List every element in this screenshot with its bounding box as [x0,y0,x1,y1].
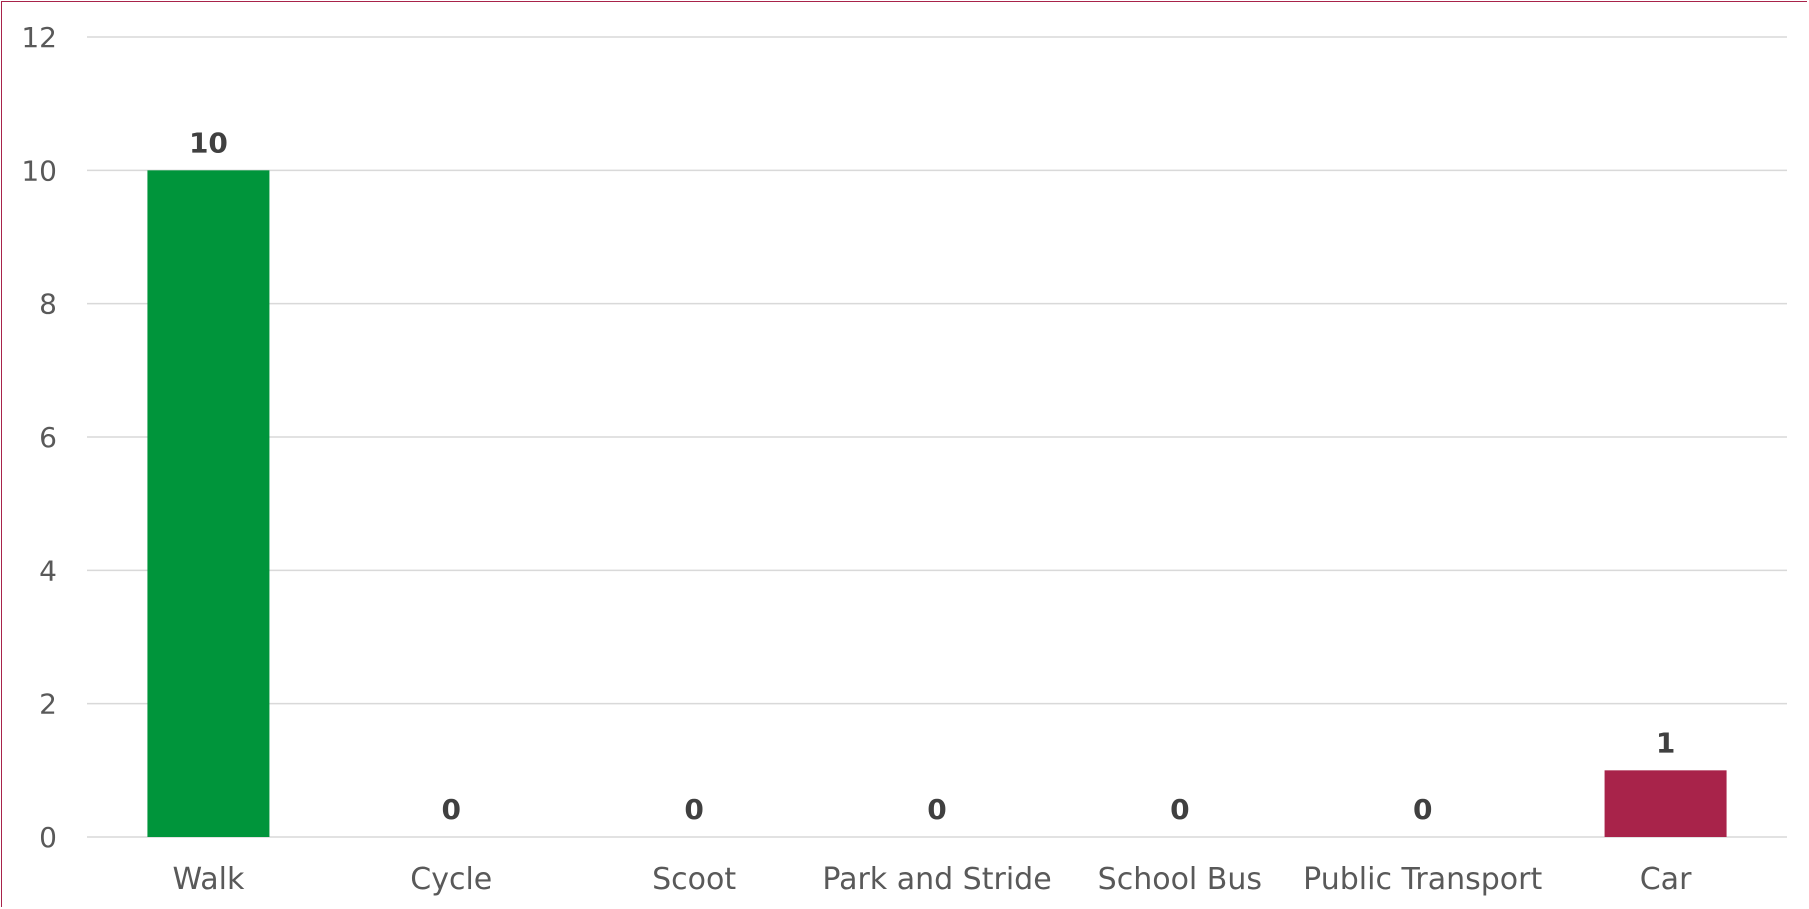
category-label: Walk [173,862,245,897]
category-label: Park and Stride [822,862,1051,897]
category-label: Cycle [410,862,492,897]
data-label: 1 [1656,726,1675,759]
data-label: 0 [684,793,703,826]
category-label: School Bus [1098,862,1262,897]
y-tick-label: 8 [39,288,57,321]
gridlines [87,36,1787,838]
y-tick-label: 4 [39,554,57,587]
y-axis-ticks: 0 2 4 6 8 10 12 [21,21,57,854]
data-labels: 10 0 0 0 0 0 1 [189,126,1675,826]
category-label: Public Transport [1303,862,1542,897]
y-tick-label: 0 [39,821,57,854]
bars [147,170,1727,838]
y-tick-label: 12 [21,21,57,54]
y-tick-label: 6 [39,421,57,454]
data-label: 0 [1170,793,1189,826]
y-tick-label: 10 [21,154,57,187]
y-tick-label: 2 [39,688,57,721]
bar-car [1604,770,1727,837]
category-label: Scoot [652,862,736,897]
data-label: 0 [927,793,946,826]
data-label: 0 [442,793,461,826]
x-axis-labels: Walk Cycle Scoot Park and Stride School Bus P… [173,862,1693,897]
category-label: Car [1640,862,1692,897]
bar-walk [147,170,270,838]
data-label: 0 [1413,793,1432,826]
data-label: 10 [189,126,228,159]
